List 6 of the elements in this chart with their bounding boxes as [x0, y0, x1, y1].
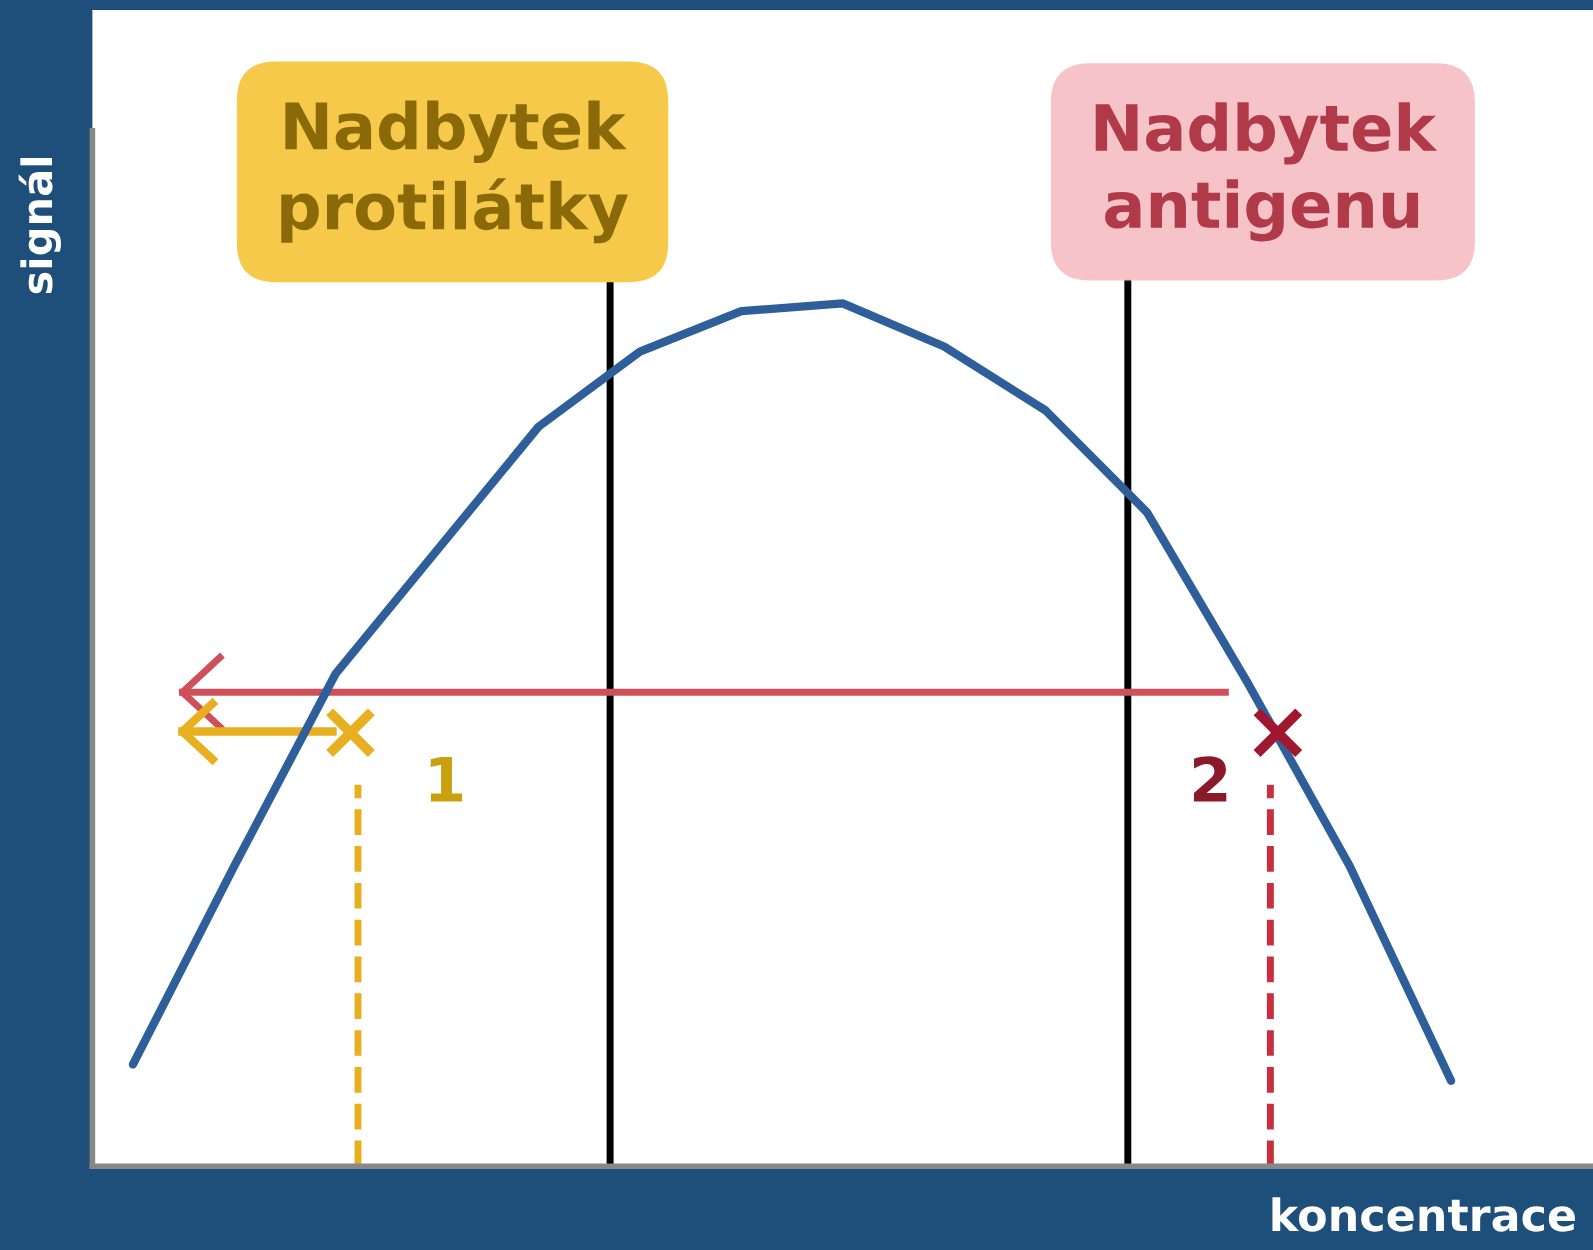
- text: Nadbytek protilátky: [281, 100, 629, 244]
- y-axis-title: signál: [18, 158, 61, 294]
- text: Nadbytek antigenu: [1095, 102, 1438, 242]
- annotation: 1: [430, 757, 463, 802]
- annotation: 2: [1193, 756, 1227, 802]
- x-axis-title: koncentrace: [1272, 1197, 1575, 1232]
